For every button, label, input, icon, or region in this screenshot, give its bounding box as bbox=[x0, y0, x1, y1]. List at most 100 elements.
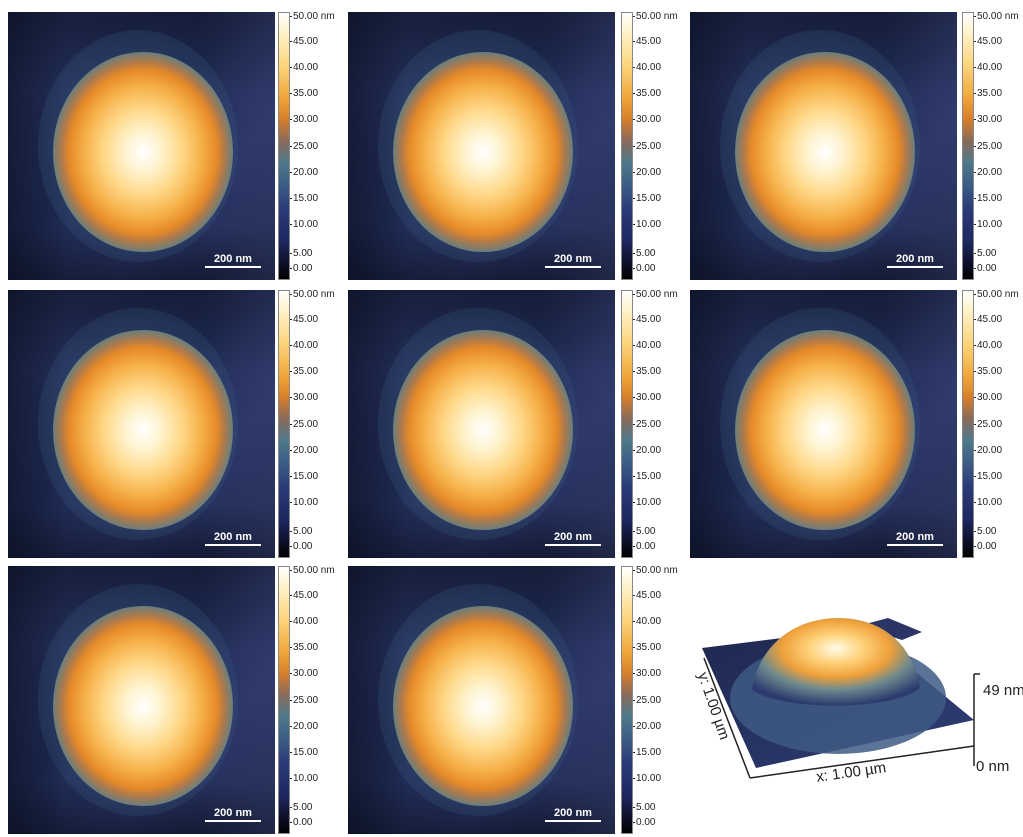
colorbar-tick-label: 0.00 bbox=[632, 263, 656, 274]
colorbar-tick-label: 30.00 bbox=[289, 668, 319, 679]
colorbar-tick-label: 45.00 bbox=[289, 590, 319, 601]
colorbar-tick-label: 15.00 bbox=[973, 193, 1003, 204]
colorbar-tick-label: 35.00 bbox=[632, 642, 662, 653]
colorbar-tick-label: 15.00 bbox=[632, 471, 662, 482]
colorbar-tick-label: 35.00 bbox=[289, 642, 319, 653]
colorbar-tick-label: 10.00 bbox=[973, 497, 1003, 508]
colorbar-tick-label: 50.00 nm bbox=[290, 11, 335, 22]
particle bbox=[393, 52, 573, 252]
scale-bar: 200 nm bbox=[887, 253, 943, 268]
colorbar-tick-label: 30.00 bbox=[632, 114, 662, 125]
scale-bar: 200 nm bbox=[545, 807, 601, 822]
colorbar-tick-label: 40.00 bbox=[289, 340, 319, 351]
colorbar-tick-label: 35.00 bbox=[973, 88, 1003, 99]
colorbar-1 bbox=[278, 12, 290, 280]
scale-bar: 200 nm bbox=[545, 531, 601, 546]
colorbar-tick-label: 50.00 nm bbox=[290, 289, 335, 300]
colorbar-tick-label: 5.00 bbox=[632, 248, 656, 259]
afm-image-8: 200 nm bbox=[348, 566, 615, 834]
colorbar-tick-label: 45.00 bbox=[632, 314, 662, 325]
colorbar-tick-label: 25.00 bbox=[973, 141, 1003, 152]
afm-image-2: 200 nm bbox=[348, 12, 615, 280]
particle bbox=[393, 606, 573, 806]
afm-3d-surface-plot: y: 1.00 µm x: 1.00 µm 49 nm 0 nm bbox=[690, 570, 1023, 832]
colorbar-tick-label: 25.00 bbox=[632, 419, 662, 430]
particle bbox=[393, 330, 573, 530]
colorbar-tick-label: 10.00 bbox=[289, 773, 319, 784]
colorbar-3 bbox=[962, 12, 974, 280]
colorbar-tick-label: 45.00 bbox=[973, 314, 1003, 325]
colorbar-tick-label: 5.00 bbox=[632, 802, 656, 813]
colorbar-ticks-7: 50.00 nm 45.00 40.00 35.00 30.00 25.00 20.00 15… bbox=[289, 565, 348, 834]
colorbar-5 bbox=[621, 290, 633, 558]
colorbar-tick-label: 5.00 bbox=[289, 526, 313, 537]
colorbar-tick-label: 30.00 bbox=[289, 392, 319, 403]
colorbar-tick-label: 50.00 nm bbox=[633, 289, 678, 300]
colorbar-tick-label: 25.00 bbox=[289, 695, 319, 706]
colorbar-tick-label: 45.00 bbox=[289, 36, 319, 47]
scale-bar: 200 nm bbox=[887, 531, 943, 546]
scale-bar: 200 nm bbox=[205, 807, 261, 822]
colorbar-ticks-4: 50.00 nm 45.00 40.00 35.00 30.00 25.00 20.00 15… bbox=[289, 289, 348, 558]
colorbar-6 bbox=[962, 290, 974, 558]
z-min-label: 0 nm bbox=[976, 758, 1010, 775]
colorbar-tick-label: 15.00 bbox=[289, 747, 319, 758]
colorbar-tick-label: 35.00 bbox=[973, 366, 1003, 377]
colorbar-ticks-6: 50.00 nm 45.00 40.00 35.00 30.00 25.00 20.00 15… bbox=[973, 290, 1023, 558]
colorbar-tick-label: 40.00 bbox=[973, 340, 1003, 351]
colorbar-tick-label: 15.00 bbox=[632, 747, 662, 758]
colorbar-ticks-5: 50.00 nm 45.00 40.00 35.00 30.00 25.00 20.00 15… bbox=[632, 289, 691, 558]
scale-bar: 200 nm bbox=[205, 253, 261, 268]
afm-image-6: 200 nm bbox=[690, 290, 957, 558]
colorbar-tick-label: 50.00 nm bbox=[633, 565, 678, 576]
colorbar-tick-label: 40.00 bbox=[289, 616, 319, 627]
colorbar-tick-label: 30.00 bbox=[632, 668, 662, 679]
colorbar-tick-label: 20.00 bbox=[632, 167, 662, 178]
colorbar-tick-label: 10.00 bbox=[632, 497, 662, 508]
colorbar-tick-label: 45.00 bbox=[973, 36, 1003, 47]
colorbar-tick-label: 25.00 bbox=[289, 419, 319, 430]
colorbar-ticks-2: 50.00 nm 45.00 40.00 35.00 30.00 25.00 20.00 15… bbox=[632, 11, 691, 280]
scale-bar: 200 nm bbox=[205, 531, 261, 546]
colorbar-tick-label: 40.00 bbox=[632, 616, 662, 627]
colorbar-tick-label: 20.00 bbox=[289, 167, 319, 178]
colorbar-tick-label: 0.00 bbox=[973, 263, 997, 274]
colorbar-tick-label: 0.00 bbox=[289, 263, 313, 274]
colorbar-tick-label: 45.00 bbox=[632, 36, 662, 47]
colorbar-tick-label: 30.00 bbox=[973, 392, 1003, 403]
scale-bar: 200 nm bbox=[545, 253, 601, 268]
colorbar-ticks-8: 50.00 nm 45.00 40.00 35.00 30.00 25.00 20.00 15… bbox=[632, 565, 691, 834]
surface-dome bbox=[752, 618, 920, 706]
colorbar-tick-label: 15.00 bbox=[289, 471, 319, 482]
colorbar-tick-label: 50.00 nm bbox=[290, 565, 335, 576]
colorbar-tick-label: 0.00 bbox=[289, 541, 313, 552]
colorbar-7 bbox=[278, 566, 290, 834]
colorbar-tick-label: 35.00 bbox=[632, 366, 662, 377]
colorbar-tick-label: 10.00 bbox=[973, 219, 1003, 230]
colorbar-tick-label: 50.00 nm bbox=[633, 11, 678, 22]
z-max-label: 49 nm bbox=[983, 682, 1023, 699]
colorbar-tick-label: 30.00 bbox=[289, 114, 319, 125]
colorbar-tick-label: 40.00 bbox=[973, 62, 1003, 73]
colorbar-ticks-1: 50.00 nm 45.00 40.00 35.00 30.00 25.00 20.00 15… bbox=[289, 11, 348, 280]
particle bbox=[53, 606, 233, 806]
colorbar-tick-label: 10.00 bbox=[632, 219, 662, 230]
colorbar-tick-label: 20.00 bbox=[289, 445, 319, 456]
afm-image-1: 200 nm bbox=[8, 12, 275, 280]
colorbar-tick-label: 45.00 bbox=[289, 314, 319, 325]
x-axis-line bbox=[749, 745, 975, 779]
colorbar-tick-label: 20.00 bbox=[632, 721, 662, 732]
colorbar-tick-label: 5.00 bbox=[632, 526, 656, 537]
colorbar-tick-label: 5.00 bbox=[973, 526, 997, 537]
colorbar-tick-label: 10.00 bbox=[289, 497, 319, 508]
colorbar-tick-label: 20.00 bbox=[632, 445, 662, 456]
colorbar-tick-label: 35.00 bbox=[289, 366, 319, 377]
colorbar-tick-label: 15.00 bbox=[973, 471, 1003, 482]
colorbar-tick-label: 5.00 bbox=[973, 248, 997, 259]
particle bbox=[53, 330, 233, 530]
colorbar-tick-label: 25.00 bbox=[289, 141, 319, 152]
colorbar-tick-label: 35.00 bbox=[289, 88, 319, 99]
colorbar-tick-label: 40.00 bbox=[289, 62, 319, 73]
afm-image-3: 200 nm bbox=[690, 12, 957, 280]
colorbar-tick-label: 25.00 bbox=[632, 141, 662, 152]
